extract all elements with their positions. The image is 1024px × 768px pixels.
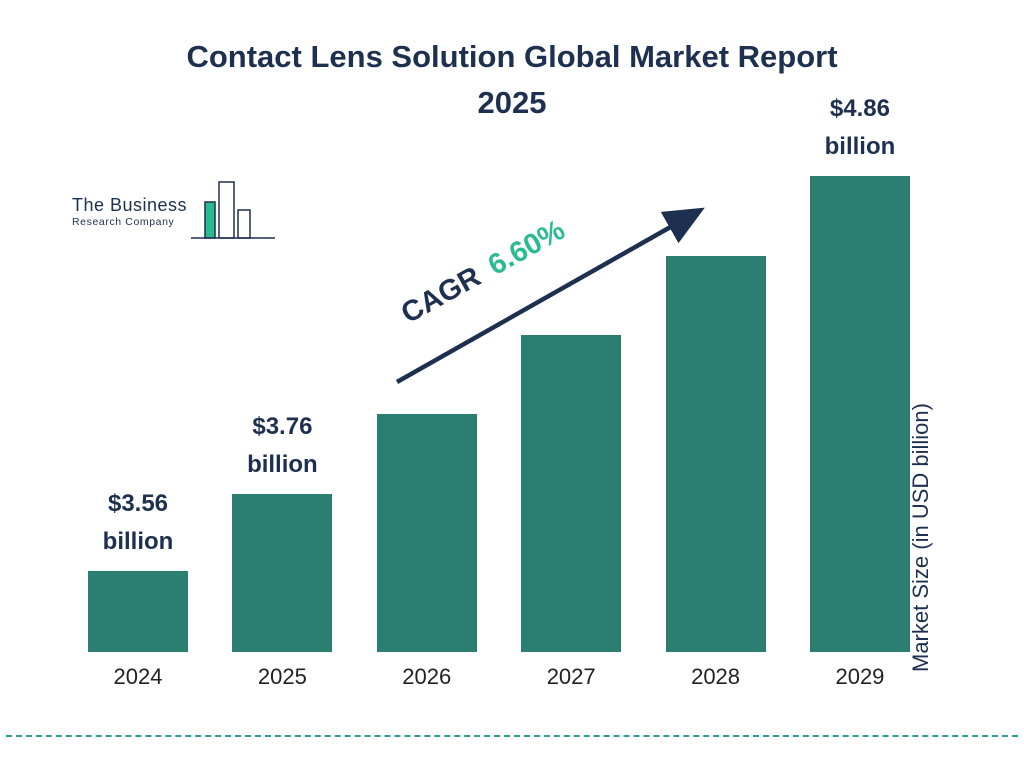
page-title: Contact Lens Solution Global Market Repo… — [0, 34, 1024, 126]
bar-column-2029: $4.86 billion 2029 — [809, 90, 910, 690]
bar-column-2025: $3.76 billion 2025 — [232, 408, 333, 690]
bar-value-label: $3.76 billion — [247, 413, 318, 478]
y-axis-label: Market Size (in USD billion) — [908, 403, 933, 672]
x-axis-tick-label: 2024 — [113, 664, 163, 689]
cagr-trend-arrow — [395, 207, 705, 384]
bar-2029 — [809, 176, 910, 652]
x-axis-tick-label: 2028 — [691, 664, 741, 689]
x-axis-tick-label: 2027 — [546, 664, 596, 689]
bar-column-2027: 2027 — [521, 335, 622, 690]
bar-chart-logo-icon — [191, 181, 276, 239]
company-logo-text: The Business Research Company — [72, 195, 187, 242]
x-axis-tick-label: 2026 — [402, 664, 452, 689]
bar-column-2028: 2028 — [665, 256, 766, 690]
bar-2024 — [88, 571, 188, 652]
x-axis-tick-label: 2029 — [835, 664, 885, 689]
bar-2026 — [376, 414, 477, 652]
bar-2025 — [232, 494, 333, 652]
company-logo: The Business Research Company — [72, 180, 277, 242]
page-title-line1: Contact Lens Solution Global Market Repo… — [186, 39, 838, 74]
logo-name-line2: Research Company — [72, 216, 175, 228]
logo-name-line1: The Business — [72, 195, 188, 215]
bottom-dashed-divider — [6, 735, 1018, 737]
bars-row: $3.56 billion 2024 $3.76 billion 2025 2026 2027… — [88, 90, 910, 690]
x-axis-tick-label: 2025 — [257, 664, 307, 689]
bar-2027 — [521, 335, 622, 652]
bar-column-2026: 2026 — [376, 414, 477, 690]
bar-2028 — [665, 256, 766, 652]
bar-value-label: $4.86 billion — [824, 95, 896, 160]
bar-value-label: $3.56 billion — [102, 490, 174, 555]
page-title-line2: 2025 — [477, 85, 547, 120]
bar-column-2024: $3.56 billion 2024 — [88, 485, 188, 690]
